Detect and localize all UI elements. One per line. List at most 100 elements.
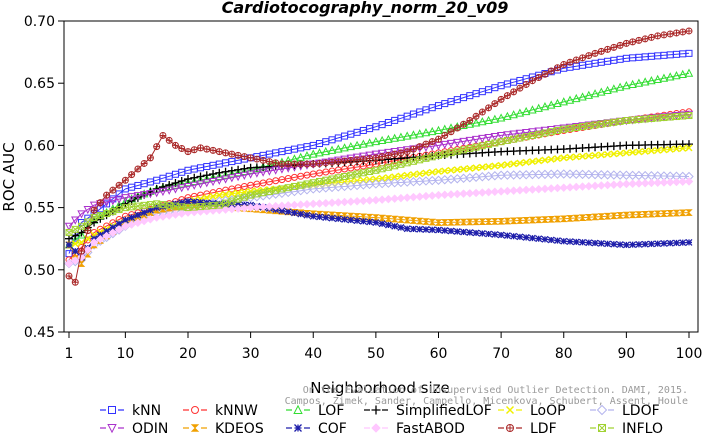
data-point	[327, 157, 337, 166]
legend-label: SimplifiedLOF	[396, 403, 492, 419]
data-point	[546, 184, 556, 193]
data-point	[171, 180, 180, 189]
data-point	[678, 111, 687, 120]
data-point	[240, 153, 248, 161]
data-point	[665, 72, 675, 81]
data-point	[547, 236, 555, 244]
data-point	[528, 185, 537, 194]
data-point	[465, 119, 475, 128]
data-point	[485, 163, 493, 171]
data-point	[321, 198, 331, 208]
data-point	[95, 234, 105, 244]
data-point	[634, 179, 644, 188]
data-point	[196, 175, 205, 184]
data-point	[390, 133, 399, 142]
data-point	[215, 168, 224, 177]
data-point	[597, 213, 606, 220]
data-point	[347, 212, 355, 220]
watermark-line-2: Campos, Zimek, Sander, Campello, Micenko…	[285, 396, 688, 407]
data-point	[578, 214, 587, 221]
data-point	[409, 170, 417, 179]
legend-label: LOF	[318, 403, 344, 419]
data-point	[647, 178, 656, 188]
data-point	[535, 73, 543, 81]
legend-marker	[505, 405, 515, 415]
data-point	[541, 156, 549, 164]
data-point	[503, 217, 512, 225]
data-point	[102, 231, 111, 241]
data-point	[610, 43, 618, 51]
data-point	[684, 110, 694, 119]
data-point	[140, 159, 148, 167]
data-point	[277, 201, 287, 211]
data-point	[421, 191, 431, 201]
data-point	[296, 152, 305, 161]
data-point	[647, 147, 655, 155]
data-point	[434, 219, 443, 226]
data-point	[372, 154, 380, 162]
data-point	[491, 162, 499, 170]
data-point	[571, 169, 581, 179]
data-point	[372, 214, 380, 221]
data-point	[629, 148, 637, 156]
data-point	[441, 167, 449, 175]
data-point	[64, 259, 74, 268]
data-point	[428, 226, 436, 234]
data-point	[590, 169, 600, 180]
legend-label: LDOF	[622, 403, 660, 419]
data-point	[78, 222, 86, 230]
data-point	[546, 169, 556, 179]
data-point	[534, 184, 544, 194]
series-kdeos	[65, 201, 693, 267]
data-point	[177, 184, 186, 193]
data-point	[584, 169, 594, 180]
data-point	[422, 140, 430, 148]
data-point	[378, 220, 386, 228]
data-point	[252, 163, 262, 173]
data-point	[604, 150, 612, 158]
data-point	[497, 217, 505, 225]
y-axis: 0.45 0.50 0.55 0.60 0.65 0.70	[24, 14, 64, 341]
data-point	[503, 232, 511, 240]
data-point	[146, 190, 155, 199]
data-point	[609, 170, 619, 180]
data-point	[121, 194, 130, 203]
data-point	[560, 237, 568, 245]
data-point	[528, 105, 537, 114]
data-point	[422, 169, 430, 177]
data-point	[579, 152, 587, 160]
data-point	[159, 202, 167, 210]
data-point	[522, 233, 530, 241]
y-tick-label: 0.60	[24, 138, 55, 154]
data-point	[641, 147, 649, 155]
data-point	[503, 131, 512, 140]
data-point	[578, 182, 587, 191]
data-point	[233, 204, 243, 213]
y-tick-label: 0.55	[24, 201, 55, 217]
data-point	[396, 193, 406, 203]
data-point	[647, 76, 656, 85]
data-point	[202, 179, 211, 188]
data-point	[346, 197, 356, 206]
data-point	[89, 201, 99, 210]
data-point	[209, 192, 217, 200]
data-point	[660, 239, 668, 247]
data-point	[472, 164, 480, 172]
data-point	[497, 161, 505, 169]
data-point	[140, 209, 148, 217]
data-point	[315, 148, 324, 157]
data-point	[422, 218, 430, 225]
data-point	[372, 219, 380, 226]
data-point	[64, 222, 74, 231]
data-point	[459, 137, 468, 147]
data-point	[496, 113, 506, 122]
data-point	[165, 136, 173, 144]
data-point	[496, 170, 506, 180]
data-point	[384, 151, 392, 159]
data-point	[641, 35, 649, 43]
data-point	[347, 216, 355, 224]
data-point	[653, 178, 663, 188]
data-point	[177, 176, 186, 185]
data-point	[509, 186, 518, 196]
data-point	[578, 92, 587, 101]
